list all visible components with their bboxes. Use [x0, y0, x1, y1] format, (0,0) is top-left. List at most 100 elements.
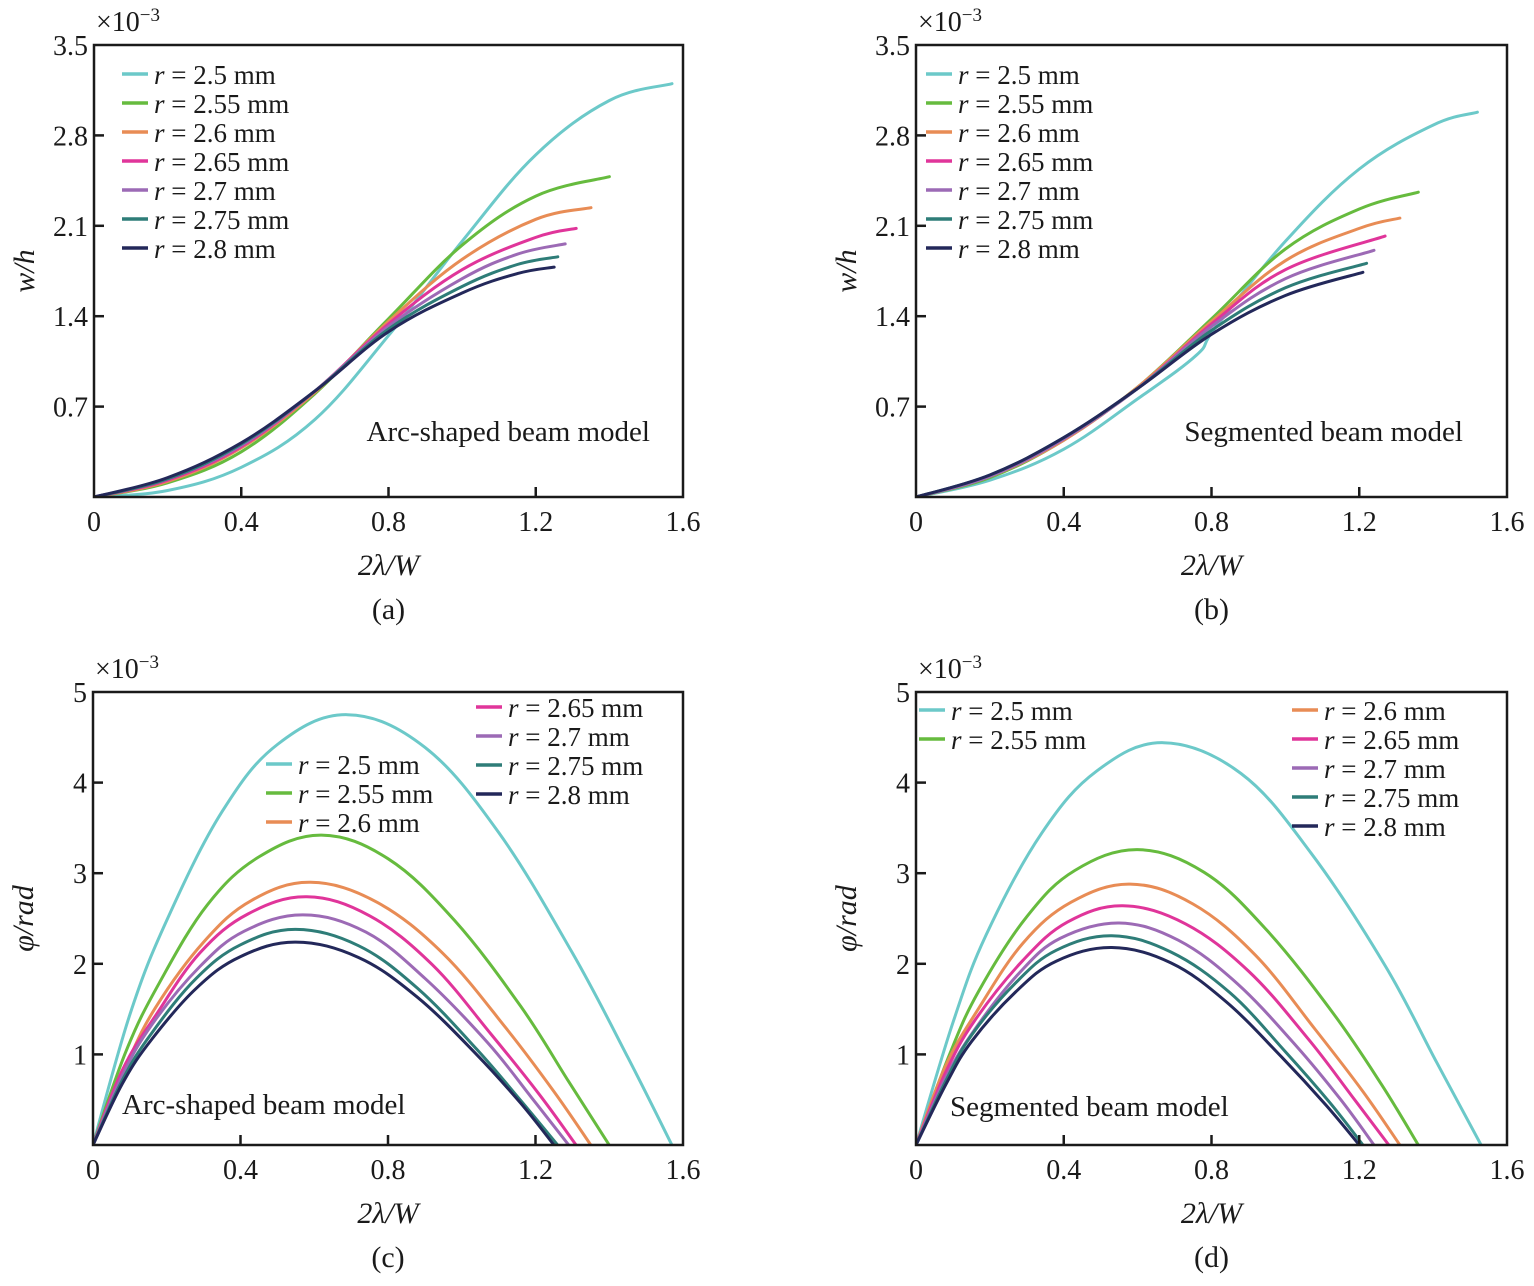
legend-item: r = 2.55 mm [926, 89, 1093, 119]
panel-caption: (d) [1194, 1241, 1229, 1274]
y-axis-label: w/h [830, 249, 863, 292]
y-multiplier-label: ×10−3 [918, 652, 982, 685]
legend-item: r = 2.7 mm [1292, 754, 1446, 784]
legend-item: r = 2.7 mm [926, 176, 1080, 206]
legend-item: r = 2.7 mm [122, 176, 276, 206]
series-group [916, 741, 1483, 1145]
series-line-2.5 [916, 741, 1483, 1145]
model-annotation: Arc-shaped beam model [367, 416, 650, 448]
series-line-2.5 [93, 713, 674, 1145]
legend-item: r = 2.65 mm [1292, 725, 1459, 755]
legend: r = 2.5 mmr = 2.55 mmr = 2.6 mmr = 2.65 … [926, 60, 1093, 264]
y-tick-label: 1.4 [875, 302, 910, 333]
legend: r = 2.5 mmr = 2.55 mm r = 2.6 mmr = 2.65 … [919, 696, 1459, 842]
series-line-2.6 [916, 882, 1402, 1145]
y-tick-label: 2.1 [53, 212, 88, 243]
legend-item: r = 2.75 mm [926, 205, 1093, 235]
series-group [916, 110, 1479, 497]
panel-c: 0 0.4 0.8 1.2 1.6 1 2 3 4 5 ×10−3 2λ/W φ/rad (c) Arc-s… [7, 652, 701, 1274]
legend-item: r = 2.8 mm [476, 780, 630, 810]
legend-item: r = 2.8 mm [122, 234, 276, 264]
legend-item: r = 2.75 mm [476, 751, 643, 781]
x-tick-label: 0.4 [223, 1155, 258, 1186]
legend-item: r = 2.65 mm [926, 147, 1093, 177]
x-tick-label: 1.6 [1490, 507, 1525, 538]
x-tick-label: 0.8 [371, 507, 406, 538]
series-line-2.7 [93, 913, 571, 1145]
panel-a: 0 0.4 0.8 1.2 1.6 0.7 1.4 2.1 2.8 3.5 ×10−3 2λ/W w/h… [8, 5, 701, 626]
x-axis-label: 2λ/W [357, 1197, 421, 1230]
panel-d: 0 0.4 0.8 1.2 1.6 1 2 3 4 5 ×10−3 2λ/W φ/rad (d) Segme… [830, 652, 1525, 1274]
series-line-2.75 [93, 927, 560, 1145]
y-tick-label: 5 [73, 678, 87, 709]
legend-item: r = 2.5 mm [122, 60, 276, 90]
legend-label: r = 2.65 mm [1324, 725, 1459, 755]
x-tick-label: 1.2 [518, 1155, 553, 1186]
series-line-2.55 [93, 833, 611, 1145]
series-line-2.65 [916, 234, 1387, 497]
legend-item: r = 2.5 mm [926, 60, 1080, 90]
panel-b: 0 0.4 0.8 1.2 1.6 0.7 1.4 2.1 2.8 3.5 ×10−3 2λ/W w/h… [830, 5, 1525, 626]
legend-item: r = 2.5 mm [919, 696, 1073, 726]
legend-label: r = 2.6 mm [958, 118, 1080, 148]
series-line-2.75 [916, 934, 1365, 1145]
legend-label: r = 2.55 mm [951, 725, 1086, 755]
y-tick-label: 3 [896, 859, 910, 890]
legend-label: r = 2.65 mm [154, 147, 289, 177]
legend-item: r = 2.8 mm [926, 234, 1080, 264]
legend-label: r = 2.7 mm [958, 176, 1080, 206]
y-tick-label: 3.5 [53, 31, 88, 62]
y-tick-label: 4 [73, 769, 87, 800]
legend-item: r = 2.6 mm [266, 808, 420, 838]
legend-item: r = 2.55 mm [266, 779, 433, 809]
legend-item: r = 2.55 mm [919, 725, 1086, 755]
series-line-2.65 [916, 904, 1391, 1145]
series-line-2.8 [93, 940, 556, 1145]
series-line-2.55 [916, 848, 1420, 1145]
legend-item: r = 2.65 mm [122, 147, 289, 177]
x-axis-label: 2λ/W [1181, 1197, 1245, 1230]
x-tick-label: 0.8 [1194, 507, 1229, 538]
y-tick-label: 1 [73, 1040, 87, 1071]
legend-label: r = 2.5 mm [951, 696, 1073, 726]
legend-label: r = 2.65 mm [508, 693, 643, 723]
legend-item: r = 2.75 mm [1292, 783, 1459, 813]
legend-label: r = 2.75 mm [154, 205, 289, 235]
y-tick-label: 5 [896, 678, 910, 709]
y-tick-label: 0.7 [53, 393, 88, 424]
legend-label: r = 2.5 mm [958, 60, 1080, 90]
legend-label: r = 2.75 mm [508, 751, 643, 781]
series-line-2.65 [93, 895, 578, 1145]
x-tick-label: 1.6 [666, 507, 701, 538]
legend-label: r = 2.6 mm [1324, 696, 1446, 726]
y-axis-label: w/h [8, 249, 41, 292]
legend-item: r = 2.7 mm [476, 722, 630, 752]
x-tick-label: 0 [87, 507, 101, 538]
y-tick-label: 1 [896, 1040, 910, 1071]
legend-label: r = 2.8 mm [154, 234, 276, 264]
legend-label: r = 2.6 mm [298, 808, 420, 838]
series-group [93, 713, 674, 1145]
series-line-2.8 [94, 265, 556, 497]
y-axis-label: φ/rad [830, 884, 863, 952]
legend-item: r = 2.55 mm [122, 89, 289, 119]
model-annotation: Arc-shaped beam model [122, 1089, 405, 1121]
legend-item: r = 2.6 mm [122, 118, 276, 148]
x-tick-label: 0.4 [1046, 1155, 1081, 1186]
y-tick-label: 4 [896, 769, 910, 800]
y-multiplier-label: ×10−3 [918, 5, 982, 38]
x-tick-label: 0.4 [224, 507, 259, 538]
legend-label: r = 2.75 mm [958, 205, 1093, 235]
legend-label: r = 2.8 mm [958, 234, 1080, 264]
x-tick-label: 1.6 [666, 1155, 701, 1186]
series-line-2.75 [94, 255, 560, 497]
x-tick-label: 0 [86, 1155, 100, 1186]
y-tick-label: 3.5 [875, 31, 910, 62]
legend-item: r = 2.65 mm [476, 693, 643, 723]
y-tick-label: 3 [73, 859, 87, 890]
model-annotation: Segmented beam model [1184, 416, 1463, 448]
legend-label: r = 2.8 mm [508, 780, 630, 810]
series-line-2.8 [916, 270, 1365, 497]
model-annotation: Segmented beam model [950, 1091, 1229, 1123]
